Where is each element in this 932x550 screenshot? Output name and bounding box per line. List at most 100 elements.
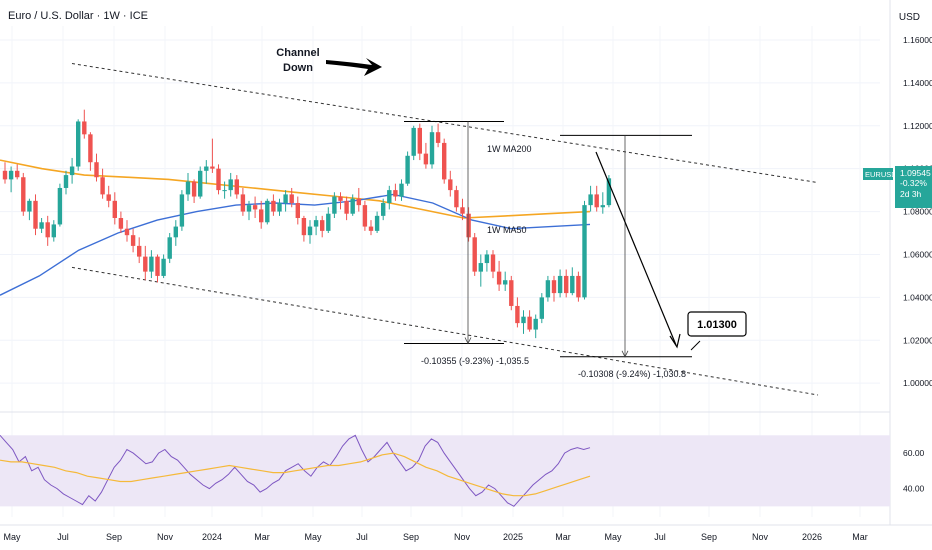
time-axis: May Jul Sep Nov 2024 Mar May Jul Sep Nov 2025 Mar Ma… — [0, 524, 932, 542]
candle-body — [271, 200, 276, 212]
measure2-arrowhead-icon — [621, 350, 629, 358]
rsi-panel — [0, 411, 890, 507]
candle-body — [301, 218, 307, 236]
candle-body — [533, 318, 538, 330]
candle-body — [106, 194, 111, 201]
candle-body — [405, 155, 410, 184]
candle-body — [173, 226, 178, 238]
price-tick-label: 1.16000 — [903, 35, 932, 45]
candle-body — [289, 194, 294, 203]
candle-body — [149, 256, 154, 272]
candle-body — [88, 134, 93, 163]
ma50-line — [0, 193, 591, 296]
candle-body — [130, 235, 136, 246]
rsi-line — [0, 434, 591, 507]
candle-body — [332, 196, 337, 214]
time-tick-label: Sep — [701, 532, 717, 542]
ma50-label: 1W MA50 — [487, 225, 527, 235]
candle-body — [356, 198, 361, 206]
candle-body — [423, 153, 429, 165]
candle-body — [576, 275, 581, 298]
candle-body — [387, 190, 392, 203]
price-tick-label: 1.00000 — [903, 378, 932, 388]
projection-line — [595, 151, 677, 346]
candle-body — [204, 166, 209, 171]
candle-body — [15, 170, 20, 178]
candle-body — [594, 194, 599, 208]
ma200-label: 1W MA200 — [487, 144, 532, 154]
candle-body — [21, 177, 26, 212]
time-tick-label: 2024 — [202, 532, 222, 542]
candle-body — [429, 132, 435, 165]
time-tick-label: Sep — [403, 532, 419, 542]
candle-body — [33, 200, 38, 229]
candle-body — [222, 190, 227, 192]
target-box — [687, 311, 747, 337]
channel-lines — [71, 63, 819, 396]
candle-body — [185, 181, 191, 195]
candle-body — [539, 297, 544, 319]
candle-body — [435, 132, 441, 143]
measure1-arrowhead-icon — [464, 337, 472, 345]
target-pointer — [690, 340, 701, 351]
symbol-badge — [863, 168, 893, 180]
time-tick-label: May — [3, 532, 21, 542]
candle-body — [76, 121, 81, 167]
candle-body — [240, 194, 246, 212]
candle-body — [582, 205, 587, 298]
time-tick-label: Jul — [356, 532, 368, 542]
time-tick-label: 2025 — [503, 532, 523, 542]
projection-arrowhead-icon — [669, 333, 681, 349]
candle-body — [320, 220, 325, 231]
candle-body — [307, 226, 313, 236]
time-tick-label: Jul — [654, 532, 666, 542]
candle-body — [515, 305, 520, 324]
time-tick-label: Sep — [106, 532, 122, 542]
candle-body — [411, 127, 416, 156]
candle-body — [210, 166, 215, 169]
price-tick-label: 1.06000 — [903, 249, 932, 259]
candle-body — [51, 224, 56, 238]
candle-body — [600, 205, 605, 208]
candle-body — [265, 200, 270, 223]
time-tick-label: Mar — [254, 532, 270, 542]
candle-body — [143, 256, 148, 272]
candle-body — [350, 198, 355, 214]
candle-body — [259, 209, 264, 223]
drawings: Channel Down 1W MA200 1W MA50 -0.10355 (-9.2… — [276, 47, 747, 379]
candle-body — [161, 258, 166, 276]
candle-body — [417, 127, 422, 154]
candle-body — [246, 205, 252, 212]
candle-body — [82, 121, 87, 135]
price-badge-change: -0.32% — [900, 178, 927, 188]
channel-arrow-icon — [326, 58, 382, 76]
price-tick-label: 1.12000 — [903, 121, 932, 131]
candle-body — [2, 170, 8, 180]
time-tick-label: 2026 — [802, 532, 822, 542]
candle-body — [179, 194, 185, 227]
candle-body — [338, 196, 343, 201]
candle-body — [570, 275, 575, 294]
price-tick-label: 1.04000 — [903, 292, 932, 302]
candle-body — [27, 200, 32, 212]
candle-body — [198, 170, 203, 197]
candle-body — [509, 280, 514, 306]
time-tick-label: May — [304, 532, 322, 542]
channel-label-line2: Down — [283, 62, 313, 74]
price-tick-label: 1.08000 — [903, 207, 932, 217]
candles — [2, 109, 612, 339]
candle-body — [478, 263, 483, 272]
candle-body — [252, 205, 258, 210]
time-tick-label: Nov — [157, 532, 174, 542]
candle-body — [45, 222, 50, 238]
price-badge: EURUSD 1.09545-0.32%2d 3h — [863, 166, 932, 208]
candle-body — [155, 256, 160, 276]
candle-body — [63, 175, 69, 188]
measure1-label: -0.10355 (-9.23%) -1,035.5 — [421, 356, 529, 366]
candle-body — [228, 179, 233, 191]
price-badge-box — [895, 166, 932, 208]
time-tick-label: May — [604, 532, 622, 542]
candle-body — [521, 316, 526, 324]
candle-body — [94, 162, 99, 178]
